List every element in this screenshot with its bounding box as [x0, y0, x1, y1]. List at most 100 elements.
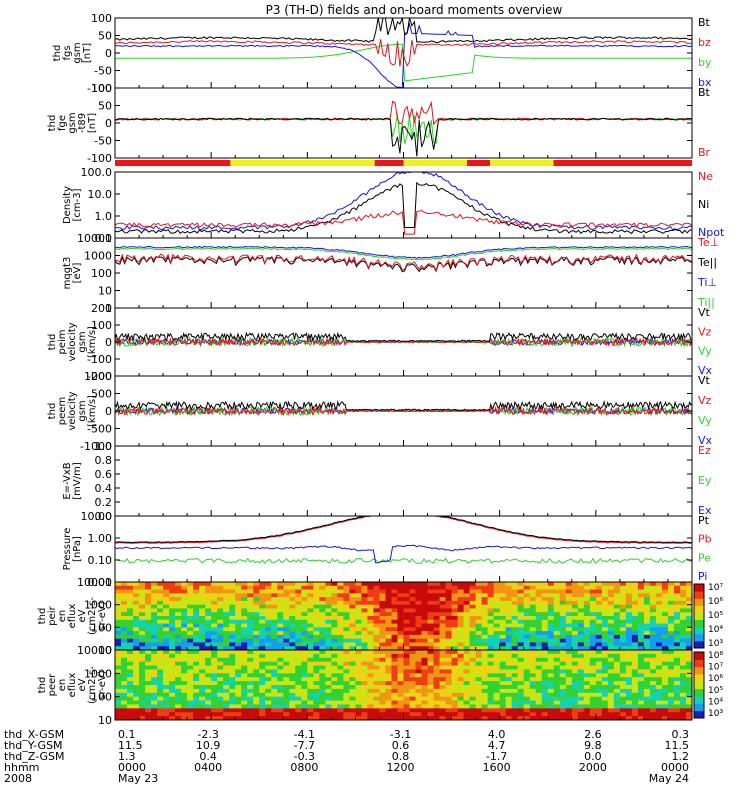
- spectrogram-cell: [121, 619, 128, 625]
- legend-bt: Bt: [698, 86, 711, 99]
- spectrogram-cell: [295, 597, 302, 602]
- spectrogram-cell: [679, 585, 687, 591]
- spectrogram-cell: [307, 653, 314, 659]
- spectrogram-cell: [211, 712, 218, 717]
- spectrogram-cell: [673, 677, 681, 682]
- spectrogram-cell: [451, 657, 459, 663]
- spectrogram-cell: [361, 688, 368, 694]
- spectrogram-cell: [601, 593, 609, 598]
- spectrogram-cell: [307, 631, 314, 636]
- spectrogram-cell: [631, 627, 639, 632]
- spectrogram-cell: [403, 650, 411, 655]
- spectrogram-cell: [367, 623, 374, 628]
- spectrogram-cell: [271, 627, 278, 632]
- spectrogram-cell: [433, 608, 441, 613]
- spectrogram-cell: [679, 597, 687, 602]
- spectrogram-cell: [349, 673, 356, 678]
- spectrogram-cell: [319, 582, 326, 587]
- spectrogram-cell: [547, 593, 555, 598]
- spectrogram-cell: [271, 681, 278, 686]
- spectrogram-cell: [439, 612, 447, 617]
- spectrogram-cell: [637, 582, 645, 587]
- spectrogram-cell: [583, 700, 591, 705]
- spectrogram-cell: [589, 616, 597, 621]
- spectrogram-cell: [169, 704, 176, 709]
- spectrogram-cell: [553, 593, 561, 598]
- spectrogram-cell: [199, 600, 206, 606]
- spectrogram-cell: [499, 619, 507, 625]
- spectrogram-cell: [373, 712, 380, 717]
- ti-perp-series: [115, 245, 692, 259]
- spectrogram-cell: [187, 665, 194, 670]
- legend-ni: Ni: [698, 198, 709, 211]
- spectrogram-cell: [679, 593, 687, 598]
- spectrogram-cell: [379, 600, 386, 606]
- spectrogram-cell: [631, 631, 639, 636]
- footer-value: May 23: [118, 772, 158, 785]
- spectrogram-cell: [505, 612, 513, 617]
- spectrogram-cell: [145, 700, 152, 705]
- spectrogram-cell: [163, 657, 170, 663]
- spectrogram-cell: [625, 688, 633, 694]
- spectrogram-cell: [487, 642, 495, 647]
- temp-traces: [115, 245, 692, 273]
- spectrogram-cell: [121, 608, 128, 613]
- spectrogram-cell: [325, 665, 332, 670]
- footer-value: 1600: [483, 761, 511, 774]
- spectrogram-cell: [427, 634, 435, 640]
- spectrogram-cell: [169, 677, 176, 682]
- spectrogram-cell: [121, 638, 128, 643]
- spectrogram-cell: [289, 677, 296, 682]
- y-axis-label-line: en: [57, 679, 68, 692]
- spectrogram-cell: [259, 623, 266, 628]
- spectrogram-cell: [583, 646, 591, 650]
- spectrogram-cell: [301, 616, 308, 621]
- spectrogram-cell: [595, 665, 603, 670]
- spectrogram-cell: [463, 623, 471, 628]
- spectrogram-cell: [493, 646, 501, 650]
- spectrogram-cell: [505, 669, 513, 674]
- spectrogram-cell: [481, 657, 489, 663]
- spectrogram-cell: [649, 604, 657, 609]
- spectrogram-cell: [451, 623, 459, 628]
- spectrogram-cell: [223, 582, 230, 587]
- spectrogram-cell: [289, 704, 296, 709]
- spectrogram-cell: [643, 681, 651, 686]
- spectrogram-cell: [595, 657, 603, 663]
- spectrogram-cell: [589, 704, 597, 709]
- spectrogram-cell: [157, 634, 164, 640]
- spectrogram-cell: [589, 681, 597, 686]
- legend-ne: Ne: [698, 170, 713, 183]
- spectrogram-cell: [493, 619, 501, 625]
- spectrogram-cell: [193, 593, 200, 598]
- spectrogram-cell: [313, 700, 320, 705]
- spectrogram-cell: [355, 685, 362, 690]
- spectrogram-cell: [637, 704, 645, 709]
- spectrogram-cell: [583, 665, 591, 670]
- spectrogram-cell: [457, 646, 465, 650]
- spectrogram-cell: [139, 616, 146, 621]
- spectrogram-cell: [187, 634, 194, 640]
- spectrogram-cell: [277, 612, 284, 617]
- spectrogram-cell: [367, 704, 374, 709]
- spectrogram-cell: [355, 716, 362, 720]
- spectrogram-cell: [409, 612, 417, 617]
- spectrogram-cell: [193, 582, 200, 587]
- spectrogram-cell: [625, 712, 633, 717]
- spectrogram-cell: [613, 712, 621, 717]
- spectrogram-cell: [289, 696, 296, 702]
- spectrogram-cell: [523, 619, 531, 625]
- spectrogram-cell: [451, 692, 459, 698]
- spectrogram-cell: [283, 600, 290, 606]
- spectrogram-cell: [163, 688, 170, 694]
- spectrogram-cell: [649, 634, 657, 640]
- spectrogram-cell: [373, 604, 380, 609]
- spectrogram-cell: [601, 582, 609, 587]
- spectrogram-cell: [229, 646, 236, 650]
- spectrogram-cell: [427, 582, 435, 587]
- spectrogram-cell: [511, 700, 519, 705]
- spectrogram-cell: [553, 688, 561, 694]
- spectrogram-cell: [571, 597, 579, 602]
- spectrogram-cell: [613, 657, 621, 663]
- spectrogram-cell: [427, 593, 435, 598]
